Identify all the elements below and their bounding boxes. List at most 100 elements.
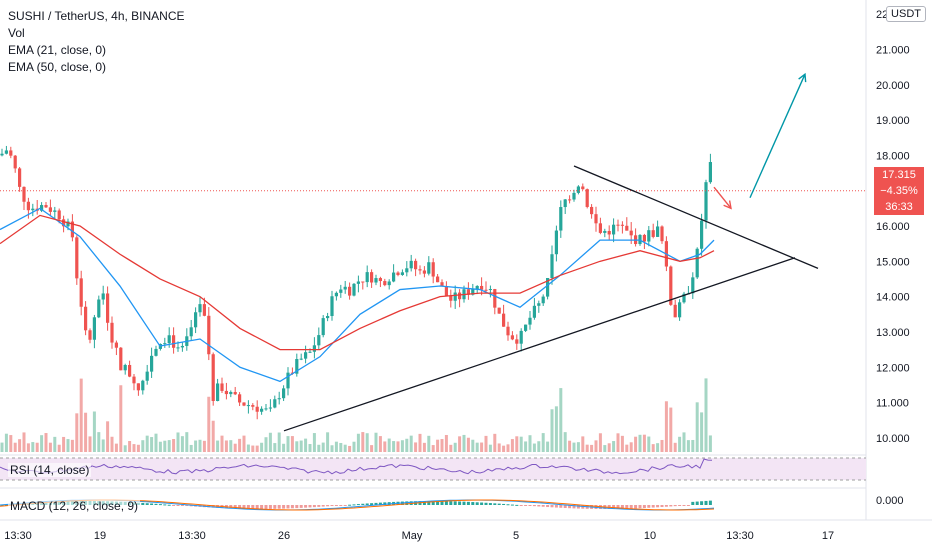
macd-label[interactable]: MACD (12, 26, close, 9) bbox=[8, 499, 141, 513]
volume-bar bbox=[211, 420, 215, 452]
macd-histogram-bar bbox=[664, 505, 668, 507]
candle-body bbox=[700, 220, 704, 249]
volume-bar bbox=[194, 440, 198, 452]
volume-bar bbox=[251, 445, 255, 452]
volume-bar bbox=[475, 442, 479, 452]
ema50-label[interactable]: EMA (50, close, 0) bbox=[8, 60, 107, 74]
volume-bar bbox=[26, 443, 30, 452]
candle-body bbox=[458, 292, 462, 300]
ema21-label[interactable]: EMA (21, close, 0) bbox=[8, 43, 107, 57]
symbol-title[interactable]: SUSHI / TetherUS, 4h, BINANCE bbox=[8, 9, 185, 23]
macd-histogram-bar bbox=[277, 505, 281, 509]
candle-body bbox=[119, 347, 123, 371]
volume-bar bbox=[695, 402, 699, 452]
candle-body bbox=[651, 230, 655, 237]
macd-histogram-bar bbox=[299, 505, 303, 508]
volume-bar bbox=[40, 435, 44, 452]
macd-histogram-bar bbox=[176, 505, 180, 506]
candle-body bbox=[405, 268, 409, 273]
candle-body bbox=[502, 313, 506, 327]
volume-bar bbox=[277, 432, 281, 452]
macd-histogram-bar bbox=[378, 502, 382, 505]
candle-body bbox=[400, 272, 404, 275]
macd-histogram-bar bbox=[634, 505, 638, 509]
volume-bar bbox=[581, 436, 585, 452]
macd-histogram-bar bbox=[656, 505, 660, 508]
candle-body bbox=[616, 224, 620, 226]
candle-body bbox=[449, 295, 453, 301]
volume-bar bbox=[506, 444, 510, 452]
macd-histogram-bar bbox=[453, 501, 457, 505]
candle-body bbox=[176, 347, 180, 349]
macd-histogram-bar bbox=[642, 505, 646, 509]
macd-histogram-bar bbox=[497, 503, 501, 505]
macd-histogram-bar bbox=[172, 505, 176, 506]
macd-histogram-bar bbox=[559, 505, 563, 508]
volume-bar bbox=[304, 438, 308, 452]
macd-histogram-bar bbox=[678, 505, 682, 506]
candle-body bbox=[431, 262, 435, 277]
macd-histogram-bar bbox=[488, 503, 492, 505]
volume-bar bbox=[682, 432, 686, 452]
volume-bar bbox=[563, 432, 567, 452]
volume-bar bbox=[691, 439, 695, 452]
candle-body bbox=[343, 286, 347, 290]
last-price: 17.315 bbox=[882, 169, 916, 181]
volume-bar bbox=[462, 434, 466, 452]
volume-bar bbox=[0, 442, 4, 452]
volume-bar bbox=[502, 445, 506, 452]
upper-trendline bbox=[573, 165, 819, 269]
volume-bar bbox=[392, 441, 396, 452]
chart-legend: SUSHI / TetherUS, 4h, BINANCE Vol EMA (2… bbox=[8, 8, 185, 76]
volume-bar bbox=[488, 444, 492, 452]
candle-body bbox=[396, 272, 400, 275]
volume-bar bbox=[700, 412, 704, 452]
volume-bar bbox=[317, 444, 321, 452]
volume-bar bbox=[656, 443, 660, 452]
macd-histogram-bar bbox=[431, 501, 435, 505]
volume-bar bbox=[106, 421, 110, 452]
volume-bar bbox=[598, 433, 602, 452]
volume-bar bbox=[510, 439, 514, 452]
x-tick-label: 26 bbox=[278, 530, 290, 542]
y-tick-label: 14.000 bbox=[876, 292, 910, 304]
candle-body bbox=[0, 153, 4, 156]
candle-body bbox=[31, 208, 35, 211]
volume-bar bbox=[128, 441, 132, 452]
y-tick-label: 18.000 bbox=[876, 150, 910, 162]
candle-body bbox=[308, 351, 312, 353]
volume-bar bbox=[405, 438, 409, 452]
macd-histogram-bar bbox=[211, 505, 215, 508]
macd-histogram-bar bbox=[524, 505, 528, 506]
volume-bar bbox=[48, 442, 52, 452]
candle-body bbox=[497, 307, 501, 314]
candle-body bbox=[273, 399, 277, 408]
volume-label[interactable]: Vol bbox=[8, 26, 25, 40]
candle-body bbox=[180, 345, 184, 348]
volume-bar bbox=[537, 441, 541, 452]
rsi-label[interactable]: RSI (14, close) bbox=[8, 463, 92, 477]
x-tick-label: 5 bbox=[513, 530, 519, 542]
macd-histogram-bar bbox=[356, 504, 360, 506]
currency-selector[interactable]: USDT bbox=[886, 6, 926, 22]
volume-bar bbox=[334, 441, 338, 452]
volume-bar bbox=[365, 433, 369, 452]
macd-histogram-bar bbox=[150, 503, 154, 505]
candle-body bbox=[106, 293, 110, 323]
volume-bar bbox=[84, 412, 88, 452]
candle-body bbox=[22, 186, 26, 202]
volume-bar bbox=[290, 436, 294, 452]
volume-bar bbox=[185, 432, 189, 452]
candle-body bbox=[4, 150, 8, 154]
macd-histogram-bar bbox=[339, 505, 343, 506]
macd-histogram-bar bbox=[290, 505, 294, 509]
volume-bar bbox=[207, 396, 211, 452]
candle-body bbox=[136, 383, 140, 391]
macd-histogram-bar bbox=[462, 501, 466, 505]
volume-bar bbox=[396, 441, 400, 452]
volume-bar bbox=[532, 443, 536, 452]
candle-body bbox=[92, 317, 96, 340]
candle-body bbox=[550, 254, 554, 278]
macd-histogram-bar bbox=[686, 505, 690, 506]
